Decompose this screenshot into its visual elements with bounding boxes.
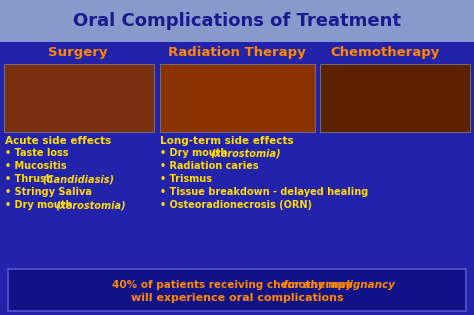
Text: Oral Complications of Treatment: Oral Complications of Treatment xyxy=(73,12,401,30)
Text: • Stringy Saliva: • Stringy Saliva xyxy=(5,187,92,197)
Text: 40% of patients receiving chemotherapy: 40% of patients receiving chemotherapy xyxy=(111,280,355,290)
Text: • Thrush: • Thrush xyxy=(5,174,56,184)
Text: for any malignancy: for any malignancy xyxy=(283,280,395,290)
Text: • Mucositis: • Mucositis xyxy=(5,161,67,171)
Text: Chemotherapy: Chemotherapy xyxy=(330,46,440,59)
Text: will experience oral complications: will experience oral complications xyxy=(131,293,343,303)
Text: Acute side effects: Acute side effects xyxy=(5,136,111,146)
Text: • Tissue breakdown - delayed healing: • Tissue breakdown - delayed healing xyxy=(160,187,368,197)
FancyBboxPatch shape xyxy=(8,269,466,311)
Text: Long-term side effects: Long-term side effects xyxy=(160,136,293,146)
Text: (xerostomia): (xerostomia) xyxy=(210,148,281,158)
Text: (Candidiasis): (Candidiasis) xyxy=(42,174,114,184)
Text: • Trismus: • Trismus xyxy=(160,174,212,184)
Text: • Osteoradionecrosis (ORN): • Osteoradionecrosis (ORN) xyxy=(160,200,312,210)
FancyBboxPatch shape xyxy=(0,42,474,315)
Text: (xerostomia): (xerostomia) xyxy=(55,200,126,210)
FancyBboxPatch shape xyxy=(4,64,154,132)
FancyBboxPatch shape xyxy=(0,0,474,42)
Text: • Dry mouth: • Dry mouth xyxy=(160,148,231,158)
Text: • Dry mouth: • Dry mouth xyxy=(5,200,76,210)
Text: • Taste loss: • Taste loss xyxy=(5,148,69,158)
Text: • Radiation caries: • Radiation caries xyxy=(160,161,259,171)
Text: Surgery: Surgery xyxy=(48,46,108,59)
FancyBboxPatch shape xyxy=(320,64,470,132)
FancyBboxPatch shape xyxy=(160,64,315,132)
Text: Radiation Therapy: Radiation Therapy xyxy=(168,46,306,59)
